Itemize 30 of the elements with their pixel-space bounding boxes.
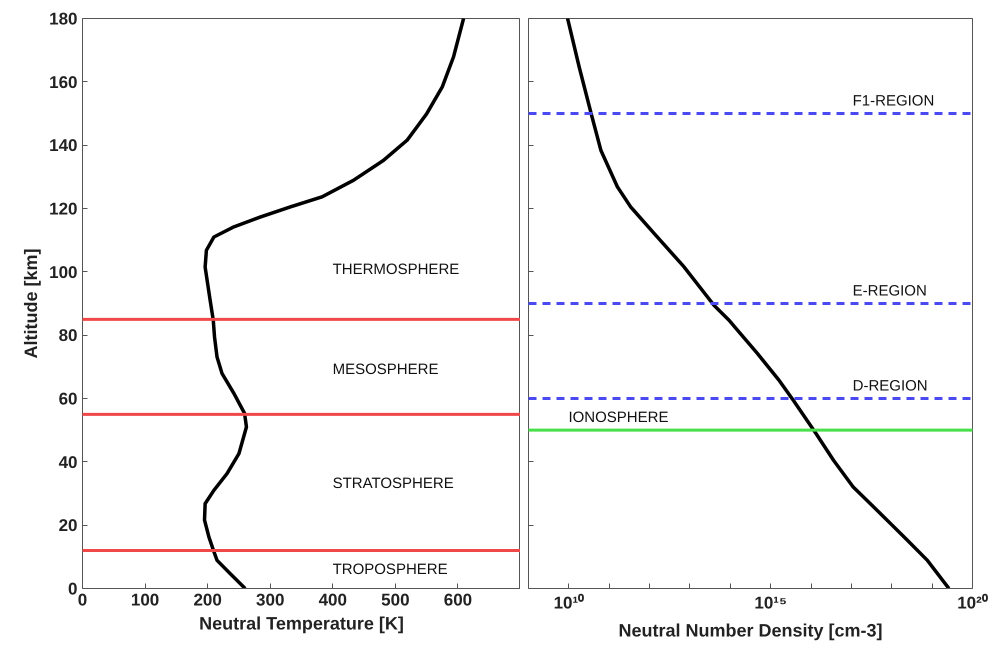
x-tick-label: 10²⁰ <box>957 594 988 612</box>
y-axis-title: Altitude [km] <box>21 248 42 358</box>
y-tick-label: 40 <box>58 452 78 472</box>
x-tick-label: 600 <box>444 590 472 610</box>
annotation: MESOSPHERE <box>332 361 438 378</box>
x-axis-title: Neutral Temperature [K] <box>199 614 404 634</box>
ref-line-label: F1-REGION <box>852 92 934 110</box>
annotation: TROPOSPHERE <box>332 561 448 578</box>
line-series <box>202 18 466 588</box>
x-axis-title: Neutral Number Density [cm-3] <box>618 620 883 640</box>
x-tick-label: 10¹⁵ <box>754 594 787 612</box>
y-tick-label: 180 <box>49 10 78 28</box>
annotation: THERMOSPHERE <box>332 260 460 278</box>
x-tick-label: 400 <box>318 590 347 610</box>
y-tick-label: 120 <box>49 200 78 218</box>
y-tick-label: 20 <box>58 516 78 536</box>
annotation: STRATOSPHERE <box>332 475 454 492</box>
ref-line-label: D-REGION <box>852 378 928 394</box>
x-tick-label: 500 <box>381 590 410 610</box>
y-tick-label: 60 <box>58 390 78 408</box>
y-tick-label: 140 <box>49 136 78 156</box>
x-tick-label: 100 <box>130 590 160 610</box>
ref-line-label: IONOSPHERE <box>568 409 668 426</box>
x-tick-label: 10¹⁰ <box>554 594 584 612</box>
y-tick-label: 80 <box>58 326 78 346</box>
ref-line-label: E-REGION <box>852 282 927 300</box>
x-tick-label: 200 <box>193 590 222 610</box>
y-tick-label: 100 <box>49 262 78 282</box>
y-tick-label: 160 <box>49 72 78 92</box>
x-tick-label: 300 <box>256 590 284 610</box>
